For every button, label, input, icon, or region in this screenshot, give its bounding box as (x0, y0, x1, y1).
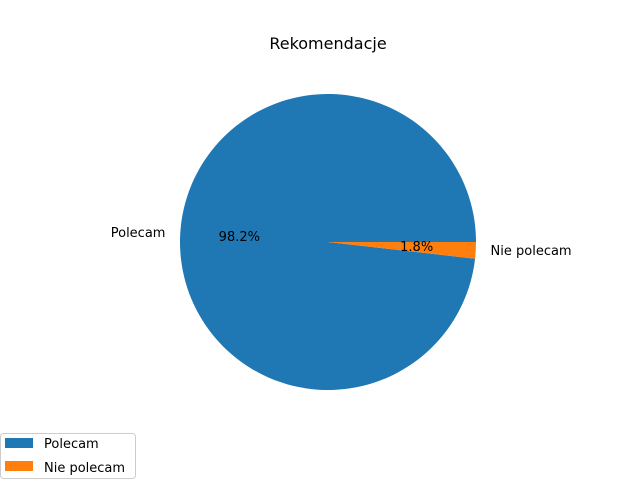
legend: Polecam Nie polecam (0, 433, 136, 479)
pie-slice-nie-polecam (328, 242, 476, 259)
slice-label-nie-polecam: Nie polecam (491, 244, 572, 259)
percent-label-polecam: 98.2% (219, 230, 260, 245)
chart-title: Rekomendacje (269, 34, 386, 53)
legend-swatch-polecam (5, 438, 33, 448)
percent-labels: 98.2% 1.8% (219, 230, 433, 255)
legend-swatch-nie-polecam (5, 461, 33, 471)
legend-entry-polecam: Polecam (44, 437, 99, 452)
pie-slice-polecam (180, 94, 476, 391)
percent-label-nie-polecam: 1.8% (400, 240, 433, 255)
slice-labels: Polecam Nie polecam (111, 226, 572, 259)
legend-entry-nie-polecam: Nie polecam (44, 461, 125, 476)
pie-slices (180, 94, 476, 391)
slice-label-polecam: Polecam (111, 226, 166, 241)
legend-frame (0, 433, 136, 479)
